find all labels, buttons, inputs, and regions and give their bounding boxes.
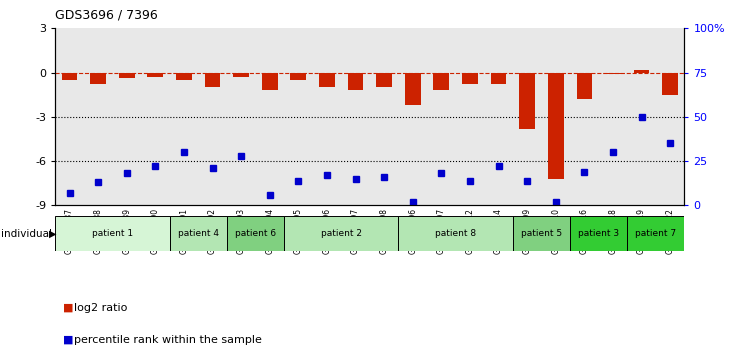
Bar <box>284 216 398 251</box>
Bar <box>262 73 277 90</box>
Text: patient 6: patient 6 <box>235 229 276 238</box>
Text: individual: individual <box>1 229 52 239</box>
Bar <box>570 216 627 251</box>
Bar <box>205 73 220 87</box>
Bar <box>376 73 392 87</box>
Text: patient 8: patient 8 <box>435 229 476 238</box>
Bar <box>398 216 513 251</box>
Bar <box>627 216 684 251</box>
Bar <box>513 216 570 251</box>
Bar <box>548 73 564 179</box>
Bar <box>405 73 420 105</box>
Bar <box>491 73 506 84</box>
Bar <box>634 70 649 73</box>
Bar <box>462 73 478 84</box>
Text: patient 5: patient 5 <box>521 229 562 238</box>
Bar <box>62 73 77 80</box>
Bar <box>662 73 678 95</box>
Bar <box>319 73 335 87</box>
Bar <box>520 73 535 129</box>
Text: ■: ■ <box>63 303 73 313</box>
Text: ■: ■ <box>63 335 73 345</box>
Text: ▶: ▶ <box>49 229 56 239</box>
Text: GDS3696 / 7396: GDS3696 / 7396 <box>55 9 158 22</box>
Bar <box>147 73 163 77</box>
Bar <box>347 73 364 90</box>
Bar <box>176 73 192 80</box>
Bar <box>434 73 449 90</box>
Text: percentile rank within the sample: percentile rank within the sample <box>74 335 261 345</box>
Bar <box>227 216 284 251</box>
Bar <box>291 73 306 80</box>
Text: patient 4: patient 4 <box>177 229 219 238</box>
Bar <box>233 73 249 77</box>
Bar <box>55 216 169 251</box>
Text: log2 ratio: log2 ratio <box>74 303 127 313</box>
Bar <box>118 73 135 79</box>
Bar <box>605 73 621 74</box>
Bar <box>169 216 227 251</box>
Text: patient 2: patient 2 <box>321 229 361 238</box>
Text: patient 1: patient 1 <box>92 229 133 238</box>
Text: patient 7: patient 7 <box>635 229 676 238</box>
Bar <box>91 73 106 84</box>
Bar <box>576 73 592 99</box>
Text: patient 3: patient 3 <box>578 229 619 238</box>
